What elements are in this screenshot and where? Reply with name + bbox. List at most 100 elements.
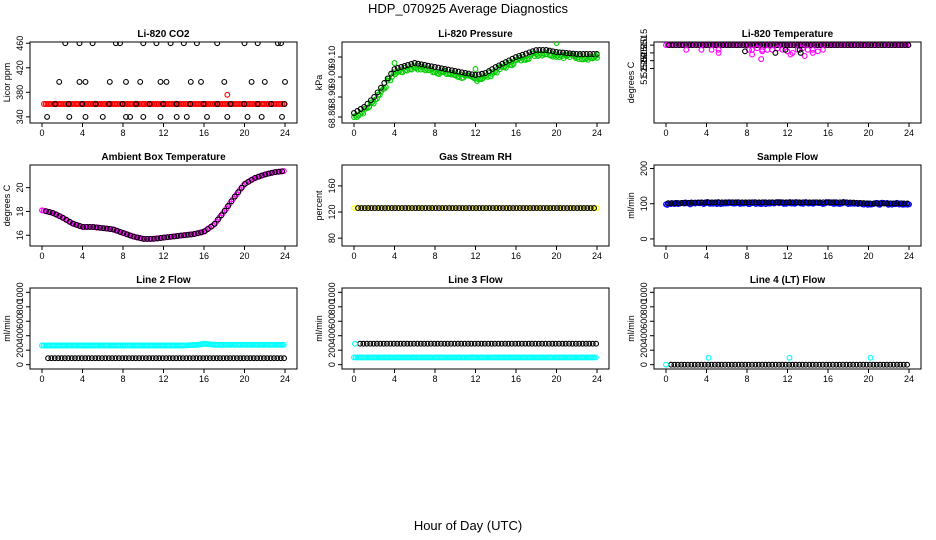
data-point <box>115 355 122 362</box>
data-point <box>875 42 882 49</box>
data-point <box>254 355 261 362</box>
data-point <box>421 340 428 347</box>
data-point <box>779 361 786 368</box>
data-point <box>92 355 99 362</box>
data-point <box>438 65 445 72</box>
x-tick-label: 8 <box>432 251 437 261</box>
data-point <box>729 199 736 206</box>
data-point <box>391 60 398 66</box>
data-point <box>733 42 740 49</box>
data-point <box>404 62 411 68</box>
data-point <box>895 42 902 49</box>
data-point <box>712 199 719 206</box>
data-point <box>527 205 533 212</box>
data-point <box>137 235 144 242</box>
data-point <box>196 355 203 362</box>
y-axis-label: kPa <box>314 75 324 91</box>
y-tick-label: 68.90 <box>327 86 337 109</box>
data-point <box>718 361 725 368</box>
data-point <box>404 340 411 347</box>
data-point <box>525 55 532 62</box>
data-point <box>134 234 141 241</box>
data-point <box>840 361 846 368</box>
data-point <box>884 200 891 207</box>
data-point <box>871 42 878 49</box>
data-point <box>181 232 188 239</box>
data-point <box>465 70 472 77</box>
data-point <box>860 200 867 207</box>
data-point <box>459 205 466 212</box>
data-points <box>663 199 912 208</box>
data-point <box>503 205 510 212</box>
data-point <box>217 355 223 362</box>
data-point <box>117 228 124 235</box>
data-point <box>76 42 83 47</box>
data-point <box>674 361 681 368</box>
data-point <box>120 230 127 237</box>
data-point <box>523 50 529 57</box>
y-tick-label: 18 <box>15 206 25 216</box>
data-point <box>44 113 51 120</box>
data-point <box>221 78 228 85</box>
x-tick-label: 12 <box>470 374 480 384</box>
data-point <box>392 205 399 212</box>
data-point <box>153 355 159 362</box>
data-point <box>880 361 887 368</box>
data-point <box>227 101 234 107</box>
x-tick-label: 16 <box>199 251 209 261</box>
data-point <box>522 340 529 347</box>
data-point <box>439 205 446 212</box>
data-point <box>594 54 600 61</box>
data-point <box>702 199 709 206</box>
data-point <box>793 199 800 206</box>
data-point <box>214 101 221 107</box>
data-point <box>856 361 863 368</box>
data-point <box>174 233 181 239</box>
data-point <box>382 205 388 212</box>
x-tick-label: 0 <box>663 128 668 138</box>
data-point <box>554 205 560 212</box>
data-point <box>211 220 218 227</box>
panel-4: Ambient Box Temperature 0 4 8 12 16 20 24 16 18 20… <box>2 152 298 261</box>
x-tick-label: 12 <box>782 128 792 138</box>
data-point <box>107 226 114 232</box>
data-point <box>458 69 465 76</box>
data-point <box>183 113 190 120</box>
data-point <box>762 361 769 368</box>
data-point <box>493 205 500 212</box>
data-point <box>749 51 756 58</box>
data-point <box>133 101 140 107</box>
data-point <box>244 355 250 362</box>
data-point <box>468 340 475 347</box>
data-point <box>745 361 752 368</box>
data-point <box>786 354 793 361</box>
data-point <box>82 113 89 120</box>
data-point <box>167 233 174 240</box>
data-point <box>132 355 139 362</box>
data-point <box>897 200 904 207</box>
data-point <box>530 205 537 212</box>
y-tick-label: 800 <box>15 299 25 314</box>
data-point <box>384 75 391 82</box>
data-point <box>86 223 93 230</box>
data-point <box>708 46 715 53</box>
x-tick-label: 4 <box>80 251 85 261</box>
data-point <box>254 101 261 107</box>
y-tick-label: 1000 <box>15 282 25 302</box>
data-point <box>495 340 502 347</box>
data-point <box>282 78 288 85</box>
data-point <box>740 42 747 49</box>
data-point <box>779 199 786 206</box>
data-point <box>725 361 732 368</box>
data-point <box>163 78 170 85</box>
data-point <box>461 340 468 347</box>
data-point <box>62 42 69 47</box>
data-point <box>838 42 844 49</box>
data-point <box>774 45 781 52</box>
data-points <box>39 340 288 362</box>
figure-title: HDP_070925 Average Diagnostics <box>368 1 568 16</box>
data-point <box>395 205 402 212</box>
data-point <box>819 46 826 53</box>
data-point <box>261 78 268 85</box>
